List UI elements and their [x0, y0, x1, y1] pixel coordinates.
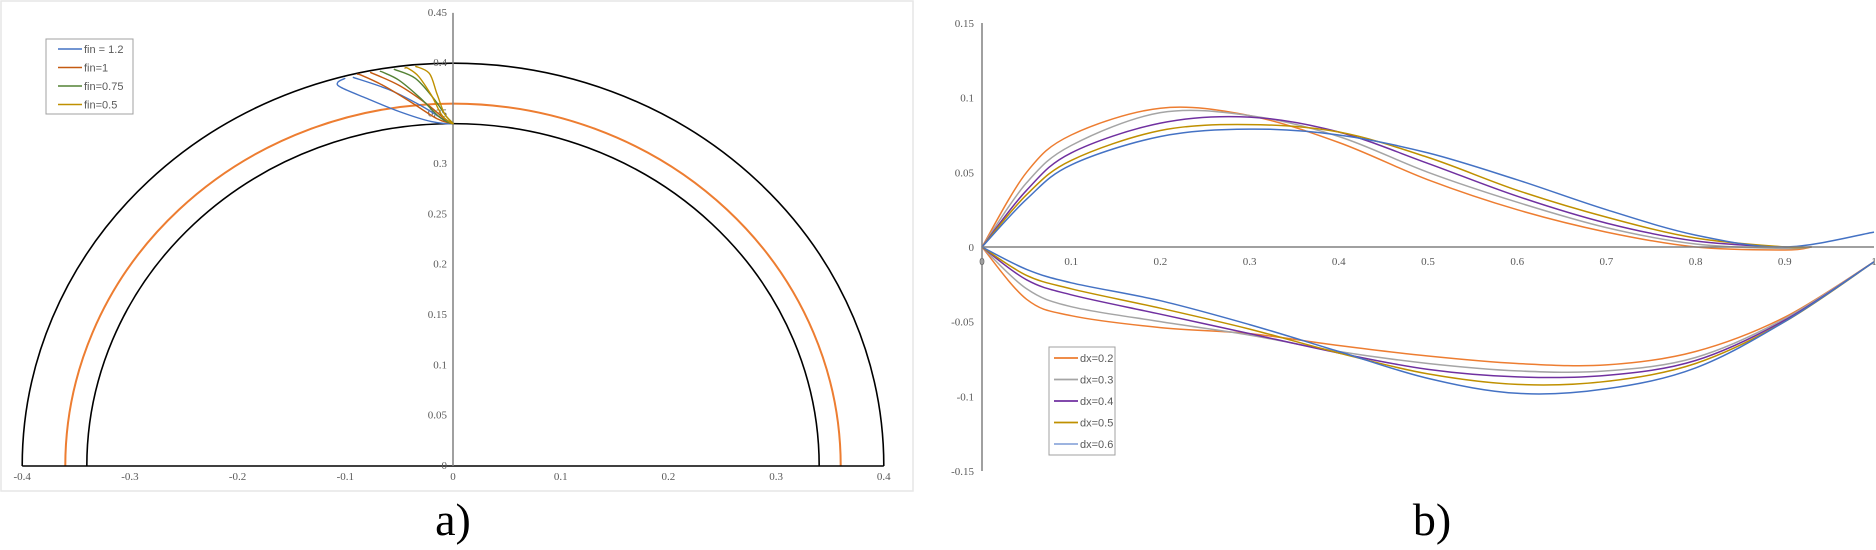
x-tick-label: 0: [979, 256, 985, 268]
y-tick-label: 0.4: [433, 57, 447, 69]
y-tick-label: 0.1: [433, 359, 447, 371]
x-tick-label: -0.3: [121, 471, 139, 483]
x-tick-label: 0.5: [1421, 256, 1435, 268]
y-tick-label: 0.2: [433, 259, 447, 271]
panel-label-b: b): [1413, 494, 1451, 545]
x-tick-label: 0.4: [877, 471, 891, 483]
x-tick-label: 0.8: [1689, 256, 1703, 268]
series-line-fin-0-75: [379, 68, 454, 125]
x-tick-label: 0.6: [1510, 256, 1524, 268]
legend-label: fin=0.5: [84, 100, 117, 112]
y-tick-label: 0.05: [428, 410, 448, 422]
series-lower-dx-0-3: [981, 246, 1875, 374]
y-tick-label: 0: [969, 242, 975, 254]
x-tick-label: 0.2: [662, 471, 676, 483]
legend-a: fin = 1.2 fin=1 fin=0.75 fin=0.5: [45, 38, 134, 115]
x-tick-label: 0: [450, 471, 456, 483]
series-upper-dx-0-4: [981, 115, 1812, 249]
x-tick-label: 0.9: [1778, 256, 1792, 268]
x-tick-label: 0.3: [1243, 256, 1257, 268]
legend-b: dx=0.2 dx=0.3 dx=0.4 dx=0.5 dx=0.6: [1048, 346, 1116, 456]
x-tick-label: 0.1: [1064, 256, 1078, 268]
legend-label: fin=1: [84, 63, 108, 75]
y-tick-label: -0.15: [951, 466, 974, 478]
series-line-fin-0-5: [404, 65, 454, 125]
x-tick-label: 0.3: [769, 471, 783, 483]
x-tick-label: -0.2: [229, 471, 246, 483]
series-lower-dx-0-4: [981, 246, 1875, 379]
chart-a-frame: [0, 0, 914, 492]
chart-b: 0.15 0.1 0.05 0 -0.05 -0.1 -0.15 0 0.1 0.2 0.3 0.4 0…: [951, 18, 1876, 478]
y-tick-label: 0.25: [428, 208, 448, 220]
panel-label-a: a): [435, 494, 471, 545]
y-tick-label: -0.1: [957, 391, 974, 403]
x-tick-label: 0.7: [1600, 256, 1614, 268]
y-tick-label: 0.15: [428, 309, 448, 321]
legend-label: fin = 1.2: [84, 44, 123, 56]
legend-label: fin=0.75: [84, 81, 123, 93]
series-upper-dx-0-5: [981, 123, 1812, 249]
x-tick-label: -0.1: [337, 471, 354, 483]
y-tick-label: 0.1: [960, 93, 974, 105]
series-line-fin-1-2: [336, 76, 454, 125]
y-tick-label: -0.05: [951, 317, 974, 329]
legend-box: [45, 38, 134, 115]
y-tick-label: 0: [442, 460, 448, 472]
legend-label: dx=0.2: [1080, 353, 1113, 365]
y-tick-label: 0.05: [955, 167, 975, 179]
x-tick-label: 0.1: [554, 471, 568, 483]
y-tick-label: 0.45: [428, 7, 448, 19]
series-lower-dx-0-6: [981, 246, 1875, 395]
x-tick-label: 0.2: [1154, 256, 1168, 268]
legend-label: dx=0.6: [1080, 439, 1113, 451]
legend-label: dx=0.4: [1080, 396, 1113, 408]
chart-a: -0.4 -0.3 -0.2 -0.1 0 0.1 0.2 0.3 0.4 0 0.05 0.1 0.1…: [13, 7, 891, 483]
series-upper-dx-0-6: [981, 128, 1875, 248]
series-lower-dx-0-2: [981, 246, 1875, 367]
x-tick-label: 0.4: [1332, 256, 1346, 268]
legend-label: dx=0.3: [1080, 375, 1113, 387]
y-tick-label: 0.3: [433, 158, 447, 170]
series-lower-dx-0-5: [981, 246, 1875, 386]
series-upper-dx-0-3: [981, 109, 1812, 250]
x-tick-label: -0.4: [13, 471, 31, 483]
legend-label: dx=0.5: [1080, 418, 1113, 430]
y-tick-label: 0.15: [955, 18, 975, 30]
